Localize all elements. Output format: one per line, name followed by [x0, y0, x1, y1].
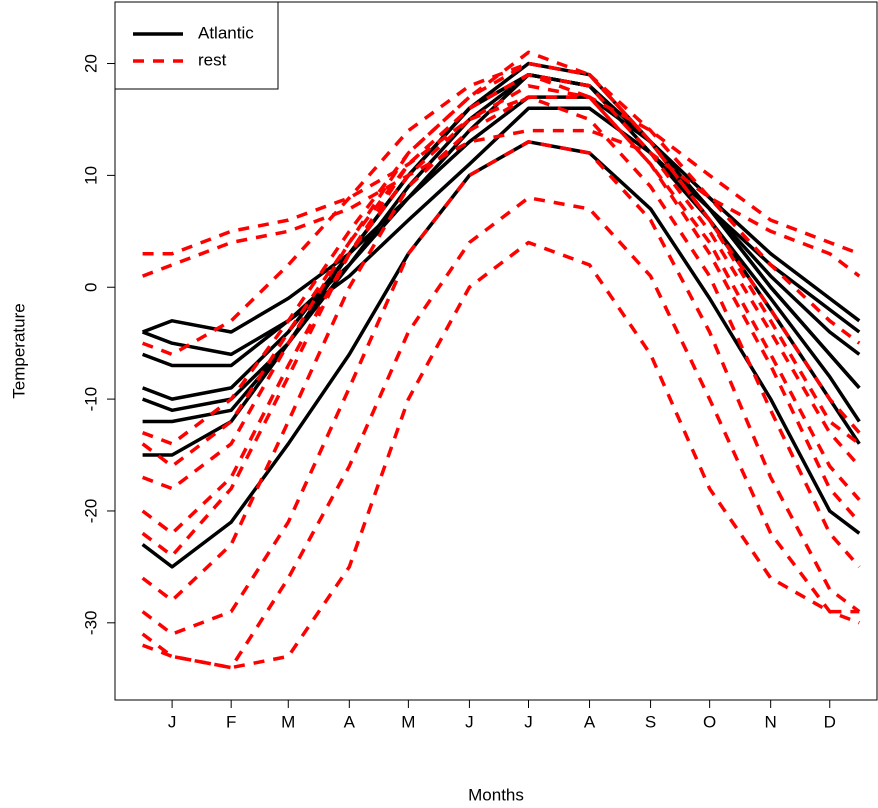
series-line: [141, 95, 861, 603]
y-tick-label: -20: [81, 499, 100, 524]
x-tick-label: M: [281, 712, 295, 731]
x-tick-label: J: [524, 712, 533, 731]
series-line: [141, 196, 860, 670]
x-tick-label: F: [226, 712, 236, 731]
series-line: [141, 140, 861, 569]
series-line: [141, 106, 861, 357]
plot-frame: [114, 1, 878, 701]
x-tick-label: S: [645, 712, 656, 731]
x-tick-label: O: [703, 712, 716, 731]
series-line: [141, 72, 861, 491]
x-tick-label: M: [401, 712, 415, 731]
y-tick-label: -30: [81, 611, 100, 636]
y-tick-label: 0: [81, 283, 100, 292]
y-tick-label: -10: [81, 387, 100, 412]
series-line: [142, 95, 860, 256]
x-tick-label: N: [765, 712, 777, 731]
series-line: [141, 61, 861, 446]
y-axis-label: Temperature: [9, 303, 28, 398]
legend: Atlantic rest: [114, 1, 279, 90]
x-axis-label: Months: [468, 785, 524, 804]
x-tick-label: J: [465, 712, 474, 731]
legend-label: rest: [198, 50, 227, 69]
y-tick-label: 20: [81, 54, 100, 73]
y-tick-label: 10: [81, 166, 100, 185]
series-line: [141, 72, 861, 413]
series-line: [141, 95, 861, 334]
legend-box: [114, 1, 279, 90]
series-line: [141, 61, 861, 357]
x-tick-label: A: [344, 712, 356, 731]
x-tick-label: D: [824, 712, 836, 731]
series-line: [141, 84, 861, 536]
x-tick-label: A: [584, 712, 596, 731]
series-line: [141, 128, 861, 278]
legend-label: Atlantic: [198, 23, 254, 42]
x-tick-label: J: [168, 712, 177, 731]
series-line: [141, 72, 861, 558]
series-line: [141, 50, 861, 468]
series-line: [141, 240, 860, 670]
